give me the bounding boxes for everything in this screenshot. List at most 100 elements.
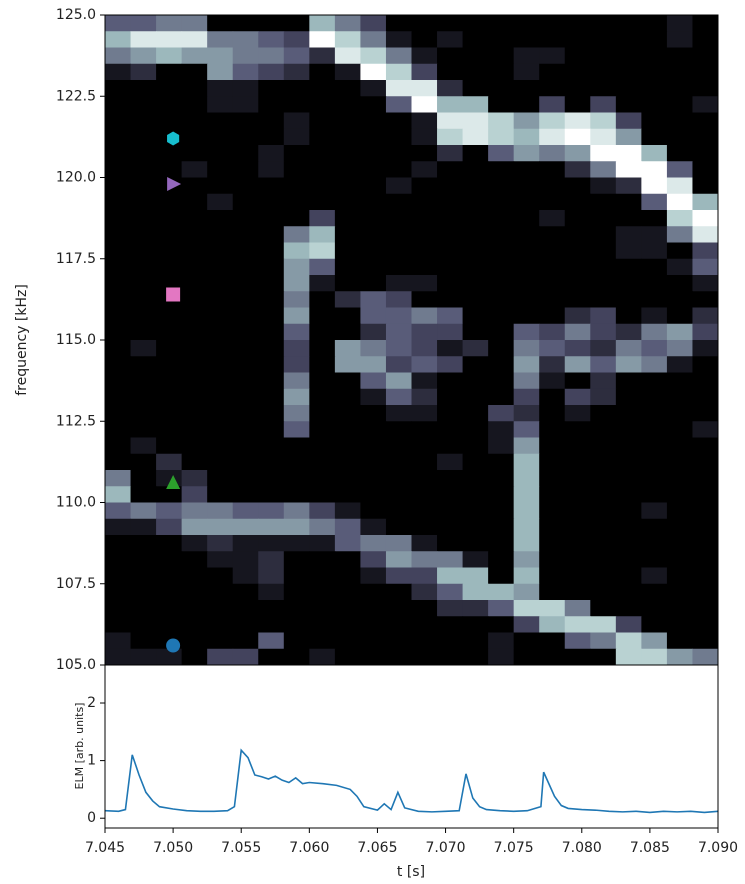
heatmap-cell: [437, 583, 464, 601]
heatmap-cell: [360, 291, 387, 308]
heatmap-cell: [105, 535, 132, 552]
heatmap-cell: [130, 15, 157, 32]
heatmap-cell: [437, 551, 464, 568]
heatmap-cell: [130, 145, 157, 162]
heatmap-cell: [181, 80, 208, 97]
heatmap-cell: [411, 128, 438, 146]
heatmap-cell: [513, 112, 540, 130]
heatmap-cell: [360, 112, 387, 130]
heatmap-cell: [360, 486, 387, 503]
heatmap-cell: [666, 535, 693, 552]
heatmap-cell: [513, 161, 540, 178]
heatmap-cell: [258, 307, 285, 325]
heatmap-cell: [488, 502, 515, 520]
heatmap-cell: [207, 210, 234, 227]
heatmap-cell: [207, 583, 234, 601]
y-tick-label: 110.0: [56, 495, 96, 511]
heatmap-cell: [564, 518, 591, 536]
heatmap-cell: [258, 242, 285, 260]
heatmap-cell: [564, 291, 591, 308]
heatmap-cell: [334, 421, 361, 438]
heatmap-cell: [385, 242, 412, 260]
heatmap-cell: [437, 632, 464, 650]
heatmap-cell: [283, 96, 310, 113]
heatmap-cell: [181, 356, 208, 373]
heatmap-cell: [462, 80, 489, 97]
heatmap-cell: [437, 470, 464, 487]
heatmap-cell: [181, 275, 208, 292]
heatmap-cell: [411, 226, 438, 243]
heatmap-cell: [181, 421, 208, 438]
heatmap-cell: [411, 518, 438, 536]
heatmap-cell: [641, 453, 668, 471]
heatmap-cell: [411, 551, 438, 568]
heatmap-cell: [590, 632, 617, 650]
heatmap-cell: [309, 96, 336, 113]
heatmap-cell: [309, 307, 336, 325]
heatmap-cell: [130, 307, 157, 325]
heatmap-cell: [666, 583, 693, 601]
heatmap-cell: [156, 112, 183, 130]
heatmap-cell: [437, 145, 464, 162]
heatmap-cell: [615, 226, 642, 243]
heatmap-cell: [488, 210, 515, 227]
heatmap-cell: [590, 535, 617, 552]
heatmap-cell: [488, 258, 515, 276]
heatmap-cell: [615, 551, 642, 568]
heatmap-cell: [615, 307, 642, 325]
heatmap-cell: [411, 437, 438, 455]
heatmap-cell: [232, 535, 259, 552]
heatmap-cell: [488, 632, 515, 650]
heatmap-cell: [232, 502, 259, 520]
heatmap-cell: [283, 15, 310, 32]
heatmap-cell: [156, 453, 183, 471]
heatmap-cell: [564, 372, 591, 390]
heatmap-cell: [334, 307, 361, 325]
heatmap-cell: [411, 193, 438, 211]
heatmap-cell: [105, 226, 132, 243]
heatmap-cell: [130, 405, 157, 422]
heatmap-cell: [513, 535, 540, 552]
heatmap-cell: [232, 80, 259, 97]
heatmap-cell: [641, 31, 668, 48]
heatmap-cell: [590, 421, 617, 438]
heatmap-cell: [692, 486, 719, 503]
heatmap-cell: [156, 31, 183, 48]
heatmap-cell: [564, 145, 591, 162]
heatmap-cell: [590, 63, 617, 81]
heatmap-cell: [590, 600, 617, 617]
heatmap-cell: [462, 470, 489, 487]
heatmap-cell: [564, 421, 591, 438]
heatmap-cell: [130, 502, 157, 520]
heatmap-cell: [615, 145, 642, 162]
heatmap-cell: [539, 518, 566, 536]
heatmap-cell: [564, 437, 591, 455]
heatmap-cell: [283, 161, 310, 178]
heatmap-cell: [283, 405, 310, 422]
heatmap-cell: [156, 486, 183, 503]
heatmap-cell: [309, 470, 336, 487]
heatmap-cell: [411, 177, 438, 195]
heatmap-cell: [539, 210, 566, 227]
heatmap-cell: [513, 486, 540, 503]
heatmap-cell: [641, 518, 668, 536]
heatmap-cell: [488, 405, 515, 422]
heatmap-cell: [385, 177, 412, 195]
heatmap-cell: [130, 567, 157, 585]
heatmap-cell: [488, 372, 515, 390]
heatmap-cell: [641, 388, 668, 406]
heatmap-cell: [334, 567, 361, 585]
heatmap-cell: [232, 161, 259, 178]
heatmap-cell: [105, 307, 132, 325]
heatmap-cell: [513, 145, 540, 162]
heatmap-cell: [488, 96, 515, 113]
heatmap-cell: [360, 161, 387, 178]
heatmap-cell: [258, 96, 285, 113]
heatmap-cell: [385, 193, 412, 211]
heatmap-cell: [615, 567, 642, 585]
heatmap-cell: [360, 31, 387, 48]
heatmap-cell: [232, 323, 259, 341]
heatmap-cell: [181, 437, 208, 455]
heatmap-cell: [539, 63, 566, 81]
heatmap-cell: [309, 177, 336, 195]
